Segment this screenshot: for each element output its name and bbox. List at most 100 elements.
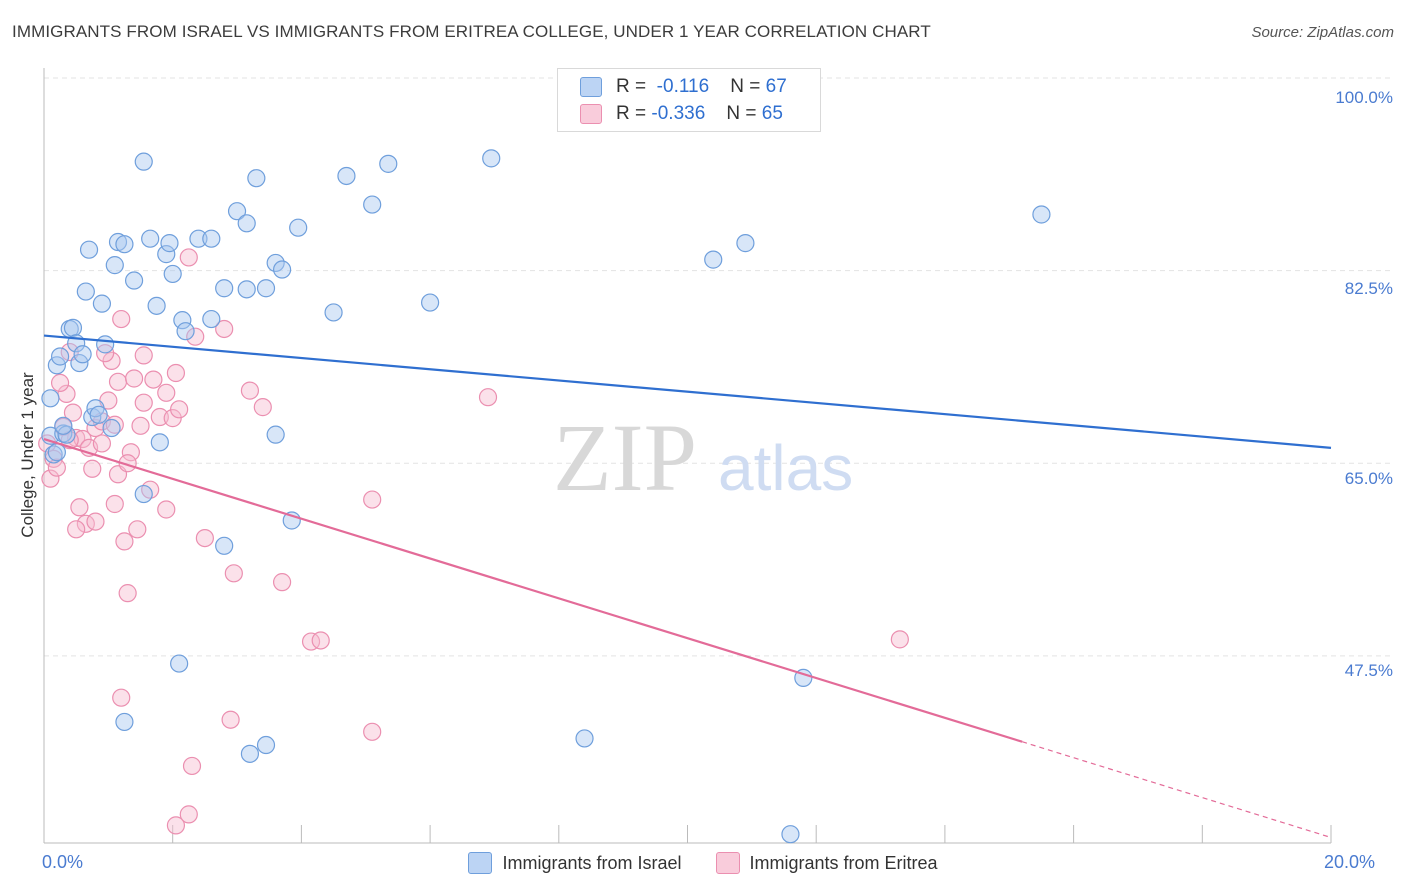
israel-point — [189, 229, 208, 248]
eritrea-point — [108, 372, 128, 391]
israel-point — [134, 484, 153, 504]
eritrea-point — [157, 500, 176, 519]
eritrea-point — [186, 327, 205, 346]
eritrea-n-value: 65 — [761, 103, 783, 124]
stats-row-israel: R = -0.116 N = 67 — [580, 73, 787, 101]
eritrea-point — [311, 631, 330, 650]
eritrea-point — [118, 584, 137, 603]
eritrea-trend-line — [43, 437, 1023, 743]
eritrea-point — [179, 805, 198, 824]
israel-point — [272, 260, 292, 279]
legend-item-israel[interactable]: Immigrants from Israel — [468, 852, 682, 874]
israel-point — [173, 311, 192, 330]
israel-point — [1032, 205, 1051, 224]
israel-point — [73, 345, 92, 364]
eritrea-point — [301, 632, 321, 651]
israel-point — [63, 318, 83, 337]
israel-point — [363, 195, 382, 214]
y-tick-label-82-5: 82.5% — [1344, 279, 1393, 298]
israel-point — [337, 166, 356, 186]
israel-point — [482, 149, 501, 168]
israel-point — [141, 229, 160, 248]
eritrea-point — [363, 722, 382, 741]
eritrea-point — [83, 459, 102, 478]
israel-swatch — [580, 77, 602, 97]
eritrea-point — [41, 469, 60, 488]
eritrea-point — [124, 369, 144, 388]
legend-label-eritrea: Immigrants from Eritrea — [749, 852, 938, 873]
israel-point — [324, 303, 343, 322]
israel-point — [76, 282, 95, 301]
israel-point — [736, 234, 755, 253]
israel-point — [704, 250, 723, 269]
israel-point — [96, 335, 115, 354]
israel-point — [44, 445, 63, 464]
israel-point — [115, 712, 134, 732]
y-tick-label-47-5: 47.5% — [1344, 661, 1393, 680]
eritrea-point — [890, 630, 909, 649]
israel-r-label: R = — [616, 76, 647, 97]
israel-n-value: 67 — [765, 76, 787, 97]
eritrea-point — [115, 532, 134, 551]
legend-swatch-eritrea — [715, 852, 740, 874]
israel-point — [256, 735, 276, 755]
x-tick-label-min: 0.0% — [42, 852, 84, 872]
israel-point — [202, 229, 221, 248]
israel-point — [421, 293, 440, 312]
eritrea-point — [170, 400, 189, 419]
source-label: Source: ZipAtlas.com — [1251, 24, 1394, 41]
israel-point — [134, 152, 153, 171]
israel-point — [147, 296, 166, 315]
legend-item-eritrea[interactable]: Immigrants from Eritrea — [715, 852, 938, 874]
eritrea-point — [157, 383, 176, 402]
eritrea-point — [105, 494, 124, 514]
israel-point — [266, 425, 285, 444]
watermark-zip: ZIP — [553, 404, 697, 511]
eritrea-point — [253, 398, 272, 417]
israel-point — [41, 389, 60, 408]
israel-point — [105, 256, 124, 275]
eritrea-point — [195, 529, 214, 548]
eritrea-r-label: R = — [616, 103, 647, 124]
israel-point — [575, 729, 594, 748]
eritrea-point — [144, 370, 163, 389]
y-tick-label-100: 100.0% — [1335, 88, 1393, 107]
israel-point — [115, 235, 134, 254]
chart-title: IMMIGRANTS FROM ISRAEL VS IMMIGRANTS FRO… — [12, 22, 931, 41]
stats-legend-box: R = -0.116 N = 67 R = -0.336 N = 65 — [557, 68, 821, 132]
eritrea-point — [86, 512, 105, 531]
israel-point — [150, 433, 169, 452]
eritrea-point — [166, 816, 186, 835]
eritrea-trend-line-extrapolated — [1021, 741, 1332, 839]
israel-point — [170, 654, 189, 673]
eritrea-point — [221, 710, 240, 729]
eritrea-point — [363, 490, 382, 509]
israel-point — [160, 234, 179, 253]
bottom-legend: Immigrants from Israel Immigrants from E… — [0, 852, 1406, 874]
israel-point — [227, 202, 247, 221]
israel-r-value: -0.116 — [656, 76, 710, 97]
israel-point — [379, 154, 398, 173]
eritrea-point — [131, 416, 150, 435]
eritrea-point — [105, 415, 124, 434]
israel-point — [50, 347, 70, 366]
watermark-atlas: atlas — [718, 432, 853, 504]
eritrea-point — [92, 434, 112, 453]
eritrea-point — [166, 363, 186, 383]
eritrea-point — [121, 443, 140, 462]
israel-point — [289, 218, 308, 237]
eritrea-point — [112, 309, 131, 329]
stats-row-eritrea: R = -0.336 N = 65 — [580, 100, 783, 128]
israel-point — [215, 536, 234, 555]
eritrea-point — [150, 407, 169, 427]
israel-point — [124, 271, 144, 290]
israel-point — [54, 416, 73, 435]
eritrea-point — [478, 388, 498, 407]
israel-point — [256, 279, 276, 298]
israel-point — [157, 245, 176, 264]
israel-point — [102, 418, 121, 438]
eritrea-point — [240, 381, 260, 400]
legend-swatch-israel — [468, 852, 493, 874]
eritrea-point — [134, 346, 153, 365]
